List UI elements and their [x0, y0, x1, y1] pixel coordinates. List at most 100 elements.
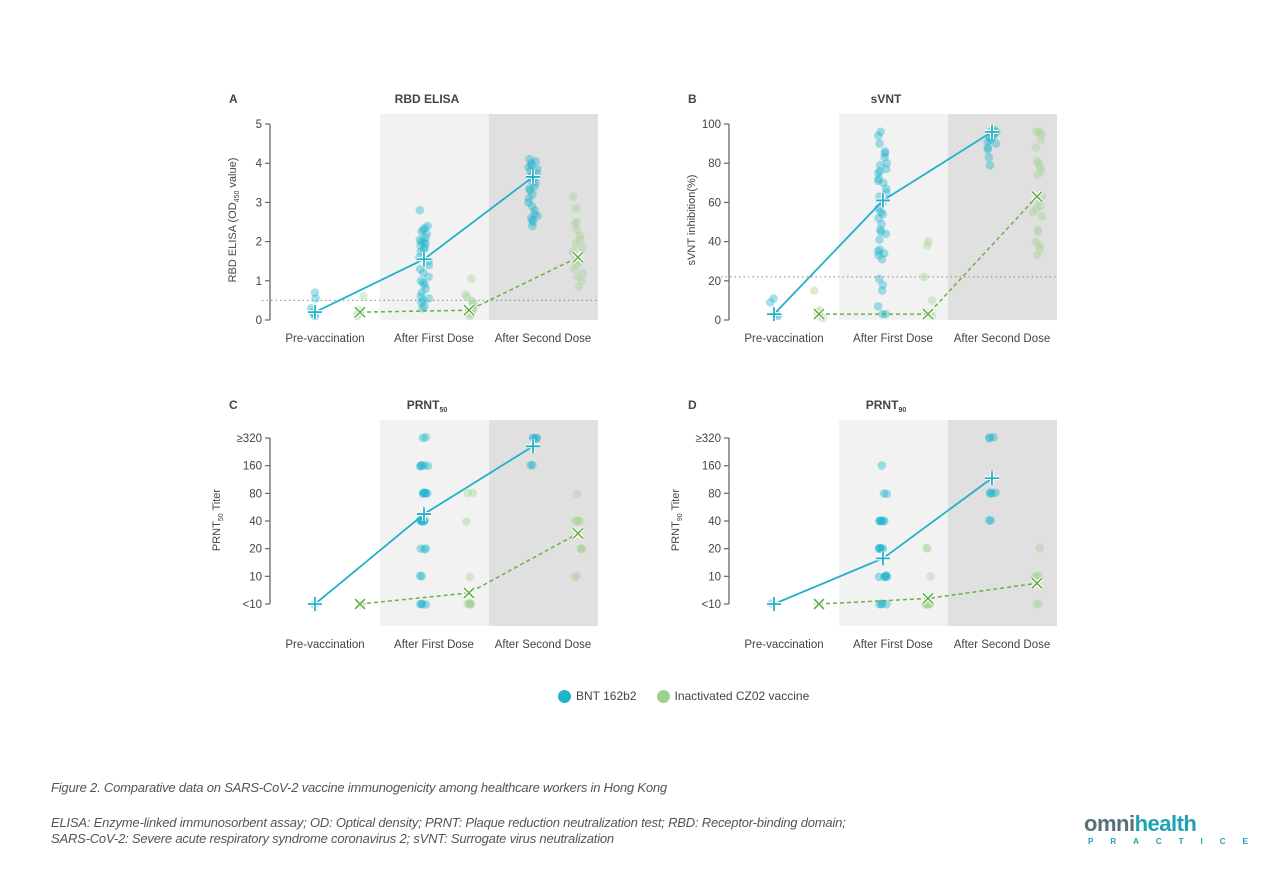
data-point-bnt [415, 571, 425, 581]
mean-marker-bnt [985, 471, 999, 486]
data-point-bnt [876, 207, 886, 217]
data-point-cz02 [572, 489, 582, 499]
data-point-bnt [881, 571, 891, 581]
data-point-bnt [417, 237, 426, 246]
data-point-bnt [873, 301, 883, 311]
mean-marker-cz02 [353, 305, 367, 319]
y-tick-label: 3 [256, 197, 262, 209]
mean-marker-cz02 [812, 597, 826, 611]
data-point-bnt [530, 205, 540, 215]
data-point-cz02 [1034, 158, 1044, 168]
data-point-bnt [417, 600, 427, 609]
charts-canvas: A RBD ELISA 0 1 2 3 4 5 RBD ELISA (OD450 value) P… [211, 92, 1057, 651]
data-point-bnt [986, 516, 996, 525]
data-point-cz02 [462, 292, 472, 301]
panel-letter: D [688, 398, 697, 412]
data-point-bnt [984, 516, 994, 525]
x-tick-label: After Second Dose [954, 333, 1051, 345]
abbreviations-line-2: SARS-CoV-2: Severe acute respiratory syn… [51, 831, 614, 846]
data-point-cz02 [1032, 251, 1042, 260]
data-point-bnt [420, 280, 429, 290]
mean-marker-bnt [308, 597, 322, 611]
data-point-bnt [420, 301, 429, 311]
data-point-bnt [422, 489, 432, 498]
legend: BNT 162b2 Inactivated CZ02 vaccine [558, 689, 829, 703]
mean-marker-bnt [526, 169, 540, 184]
y-tick-label: 10 [249, 571, 262, 583]
panel-letter: B [688, 92, 697, 106]
data-point-bnt [873, 131, 883, 141]
data-point-bnt [874, 572, 884, 582]
data-point-bnt [422, 229, 432, 239]
data-point-cz02 [1036, 166, 1046, 176]
x-tick-label: Pre-vaccination [744, 639, 823, 651]
x-tick-label: After First Dose [853, 333, 933, 345]
data-point-bnt [419, 296, 428, 305]
data-point-bnt [419, 268, 428, 278]
data-point-bnt [877, 254, 887, 264]
mean-marker-cz02 [921, 307, 935, 321]
panel-title: RBD ELISA [395, 92, 460, 106]
data-point-cz02 [466, 600, 475, 609]
x-tick-label: After First Dose [394, 333, 474, 345]
figure-abbreviations: ELISA: Enzyme-linked immunosorbent assay… [51, 815, 951, 847]
mean-line-cz02 [818, 582, 1038, 605]
data-point-bnt [419, 237, 429, 246]
data-point-bnt [984, 433, 994, 443]
data-point-cz02 [809, 286, 819, 295]
y-axis-label: PRNT50 Titer [211, 489, 225, 552]
data-point-cz02 [1034, 127, 1044, 137]
data-point-cz02 [572, 217, 581, 227]
mean-marker-cz02 [571, 250, 585, 264]
data-point-bnt [525, 154, 534, 164]
data-point-bnt [875, 543, 885, 553]
y-tick-label: 2 [256, 237, 262, 249]
data-point-bnt [528, 433, 538, 442]
mean-marker-cz02 [462, 303, 476, 317]
data-point-bnt [874, 251, 884, 260]
legend-swatch-cz02 [656, 689, 670, 703]
y-tick-label: 160 [243, 461, 262, 473]
data-point-bnt [874, 168, 883, 178]
data-point-bnt [877, 599, 887, 608]
y-tick-label: 160 [702, 461, 721, 473]
data-point-cz02 [577, 276, 587, 286]
data-point-bnt [421, 544, 431, 553]
data-point-cz02 [1035, 162, 1045, 172]
data-point-bnt [880, 147, 890, 156]
data-point-bnt [532, 164, 542, 174]
data-point-bnt [418, 433, 428, 443]
data-point-cz02 [1032, 156, 1042, 166]
data-point-bnt [424, 294, 434, 303]
data-point-bnt [419, 245, 429, 254]
y-tick-label: 10 [708, 571, 721, 583]
mean-marker-bnt [526, 439, 540, 454]
data-point-bnt [874, 213, 883, 223]
data-point-bnt [985, 160, 995, 170]
legend-label-bnt: BNT 162b2 [576, 689, 637, 703]
y-tick-label: 80 [249, 488, 262, 500]
data-point-bnt [875, 543, 885, 553]
data-point-bnt [528, 190, 537, 199]
data-point-cz02 [1037, 211, 1047, 221]
data-point-bnt [527, 460, 537, 470]
data-point-cz02 [1033, 225, 1042, 235]
data-point-bnt [416, 544, 426, 553]
data-point-bnt [420, 243, 429, 252]
logo-omni: omni [1084, 811, 1135, 836]
figure-caption: Figure 2. Comparative data on SARS-CoV-2… [51, 780, 667, 795]
band-second-dose [489, 420, 598, 626]
data-point-bnt [882, 184, 891, 193]
data-point-cz02 [577, 544, 586, 553]
data-point-bnt [416, 241, 425, 250]
data-point-bnt [880, 572, 890, 581]
data-point-cz02 [926, 571, 935, 581]
data-point-bnt [878, 209, 888, 219]
x-tick-label: After Second Dose [495, 333, 592, 345]
y-tick-label: 5 [256, 119, 262, 131]
data-point-bnt [421, 488, 431, 498]
data-point-cz02 [465, 599, 474, 608]
data-point-bnt [417, 571, 427, 581]
data-point-cz02 [1032, 127, 1041, 137]
panel-letter: C [229, 398, 238, 412]
